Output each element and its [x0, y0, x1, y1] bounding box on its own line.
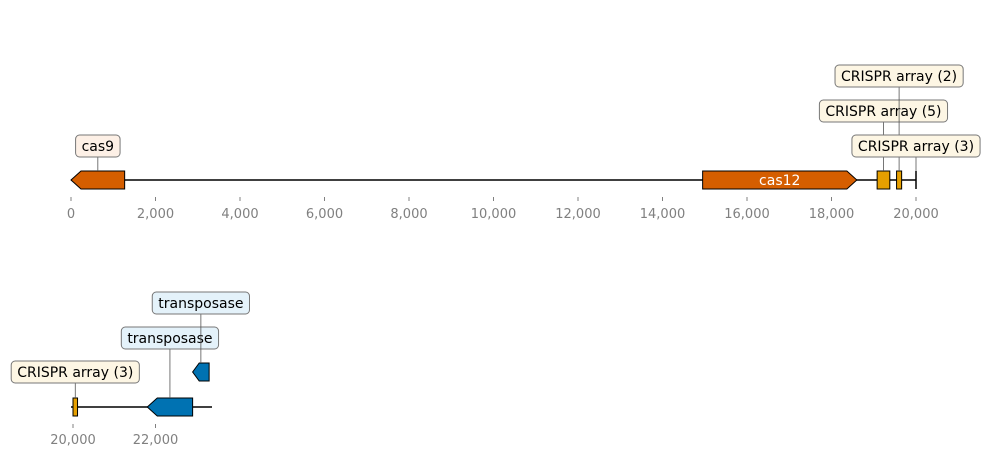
feature-label-box: [151, 291, 250, 315]
feature-transposase-2[interactable]: [192, 362, 210, 382]
tick-label: 12,000: [555, 207, 601, 222]
tick-label: 22,000: [133, 433, 179, 448]
tick-label: 20,000: [50, 433, 96, 448]
feature-inner-label: cas12: [759, 173, 800, 189]
track-1: 0 2,000 4,000 6,000 8,000 10,000 12,000 14,000 1…: [67, 64, 981, 222]
tick-label: 2,000: [137, 207, 174, 222]
feature-label: CRISPR array (3): [17, 365, 133, 381]
feature-transposase-1[interactable]: [146, 397, 194, 417]
feature-label-box: [10, 360, 140, 384]
feature-label: transposase: [158, 296, 243, 312]
feature-crispr-d[interactable]: [72, 397, 79, 417]
feature-label: CRISPR array (5): [825, 104, 941, 120]
feature-label-box: [75, 134, 121, 158]
feature-label-box: [818, 99, 949, 123]
tick-label: 0: [67, 207, 75, 222]
tick-label: 10,000: [471, 207, 517, 222]
feature-cas12[interactable]: [702, 170, 858, 190]
feature-crispr-a[interactable]: [876, 170, 891, 190]
feature-label: cas9: [82, 139, 114, 155]
tick-label: 18,000: [809, 207, 855, 222]
feature-label: CRISPR array (2): [841, 69, 957, 85]
feature-label: transposase: [127, 331, 212, 347]
tick-label: 20,000: [893, 207, 939, 222]
feature-label: CRISPR array (3): [858, 139, 974, 155]
tick-label: 8,000: [390, 207, 427, 222]
tick-label: 14,000: [640, 207, 686, 222]
tick-label: 6,000: [306, 207, 343, 222]
feature-cas9[interactable]: [70, 170, 126, 190]
feature-label-box: [120, 326, 220, 350]
feature-label-box: [834, 64, 964, 88]
tick-label: 16,000: [724, 207, 770, 222]
feature-crispr-b[interactable]: [896, 170, 903, 190]
tick-label: 4,000: [221, 207, 258, 222]
feature-label-box: [851, 134, 981, 158]
track-2: 20,000 22,000 CRISPR array (3) transposase t…: [10, 291, 250, 448]
